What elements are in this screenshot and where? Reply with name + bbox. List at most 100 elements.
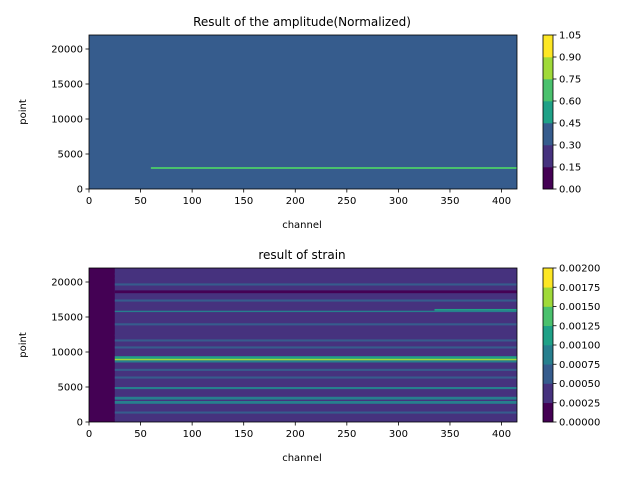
colorbar-tick-label: 0.75	[559, 75, 581, 86]
y-tick-label: 15000	[51, 313, 83, 324]
colorbar-segment	[543, 268, 553, 288]
heatmap-plot-area	[88, 267, 518, 423]
chart-title: Result of the amplitude(Normalized)	[193, 15, 411, 29]
heatmap-band	[114, 339, 517, 342]
y-axis-ticks: 0 5000 10000 15000 20000	[51, 278, 89, 429]
x-tick-label: 250	[337, 429, 356, 440]
y-tick-label: 5000	[58, 383, 83, 394]
colorbar-segment	[543, 345, 553, 365]
heatmap-band	[114, 387, 517, 390]
colorbar-tick-label: 0.00025	[559, 398, 600, 409]
colorbar-segment	[543, 364, 553, 384]
x-axis-ticks: 0 50 100 150 200 250 300 350 400	[86, 189, 511, 207]
colorbar-tick-label: 0.00175	[559, 283, 600, 294]
colorbar-tick-label: 0.45	[559, 119, 581, 130]
x-tick-label: 50	[134, 429, 147, 440]
plot-frame	[88, 34, 518, 190]
y-axis-ticks: 0 5000 10000 15000 20000	[51, 45, 89, 196]
heatmap-band	[114, 368, 517, 371]
colorbar-tick-label: 0.00150	[559, 302, 600, 313]
colorbar: 0.00000 0.00025 0.00050 0.00075 0.00100 0.001…	[542, 264, 600, 429]
colorbar-tick-label: 0.60	[559, 97, 581, 108]
colorbar-tick-label: 0.00100	[559, 341, 600, 352]
x-tick-label: 200	[286, 429, 305, 440]
heatmap-background	[89, 268, 517, 422]
y-tick-label: 10000	[51, 348, 83, 359]
heatmap-band	[150, 167, 517, 169]
heatmap-band	[114, 346, 517, 349]
x-tick-label: 350	[440, 196, 459, 207]
colorbar-segment	[543, 101, 553, 124]
x-tick-label: 0	[86, 196, 92, 207]
colorbar-tick-label: 0.90	[559, 53, 581, 64]
x-tick-label: 400	[492, 196, 511, 207]
colorbar-segment	[543, 57, 553, 80]
y-axis-label: point	[18, 332, 29, 358]
heatmap-band	[114, 290, 517, 294]
strain-heatmap-panel: result of strain 0 50 100 150 200 250 300 350 40…	[18, 248, 600, 464]
x-tick-label: 100	[183, 429, 202, 440]
x-tick-label: 50	[134, 196, 147, 207]
heatmap-background	[89, 35, 517, 189]
x-axis-label: channel	[282, 453, 322, 464]
heatmap-band	[114, 283, 517, 286]
heatmap-band	[114, 358, 517, 361]
y-tick-label: 0	[77, 185, 83, 196]
chart-title: result of strain	[258, 248, 345, 262]
y-tick-label: 15000	[51, 80, 83, 91]
heatmap-band	[89, 268, 105, 422]
x-tick-label: 200	[286, 196, 305, 207]
heatmap-band	[114, 356, 517, 359]
heatmap-band	[114, 323, 517, 326]
heatmap-band	[114, 417, 517, 420]
heatmap-band	[114, 360, 517, 363]
heatmap-plot-area	[88, 34, 518, 190]
colorbar-tick-label: 0.00075	[559, 360, 600, 371]
x-tick-label: 100	[183, 196, 202, 207]
plot-frame	[88, 267, 518, 423]
x-axis-ticks: 0 50 100 150 200 250 300 350 400	[86, 422, 511, 440]
colorbar-segment	[543, 287, 553, 307]
amplitude-heatmap-panel: Result of the amplitude(Normalized) 0 50 1…	[18, 15, 581, 231]
y-tick-label: 20000	[51, 278, 83, 289]
x-tick-label: 400	[492, 429, 511, 440]
colorbar-segment	[543, 402, 553, 423]
heatmap-band	[114, 277, 517, 280]
colorbar-segment	[543, 306, 553, 327]
heatmap-band	[114, 299, 517, 302]
y-tick-label: 5000	[58, 150, 83, 161]
x-tick-label: 150	[234, 429, 253, 440]
heatmap-band	[114, 310, 517, 313]
x-tick-label: 250	[337, 196, 356, 207]
x-tick-label: 350	[440, 429, 459, 440]
x-tick-label: 300	[389, 196, 408, 207]
x-tick-label: 0	[86, 429, 92, 440]
y-tick-label: 20000	[51, 45, 83, 56]
colorbar-segment	[543, 145, 553, 168]
colorbar-segment	[543, 123, 553, 146]
colorbar-tick-label: 0.00200	[559, 264, 600, 275]
colorbar-tick-label: 0.30	[559, 141, 581, 152]
colorbar-segment	[543, 79, 553, 102]
heatmap-band	[434, 308, 517, 311]
colorbar-tick-label: 0.00050	[559, 379, 600, 390]
heatmap-band	[114, 272, 517, 275]
heatmap-band	[114, 334, 517, 336]
colorbar-tick-label: 0.15	[559, 163, 581, 174]
x-tick-label: 300	[389, 429, 408, 440]
colorbar-tick-label: 1.05	[559, 31, 581, 42]
heatmap-band	[104, 268, 115, 422]
x-axis-label: channel	[282, 220, 322, 231]
heatmap-band	[114, 411, 517, 414]
heatmap-band	[114, 376, 517, 379]
colorbar-tick-label: 0.00000	[559, 418, 600, 429]
y-tick-label: 0	[77, 418, 83, 429]
colorbar-segment	[543, 383, 553, 404]
colorbar-frame	[542, 34, 554, 190]
colorbar-segment	[543, 35, 553, 58]
colorbar: 0.00 0.15 0.30 0.45 0.60 0.75 0.90 1.05	[542, 31, 581, 196]
colorbar-segment	[543, 325, 553, 346]
y-tick-label: 10000	[51, 115, 83, 126]
colorbar-tick-label: 0.00	[559, 185, 581, 196]
